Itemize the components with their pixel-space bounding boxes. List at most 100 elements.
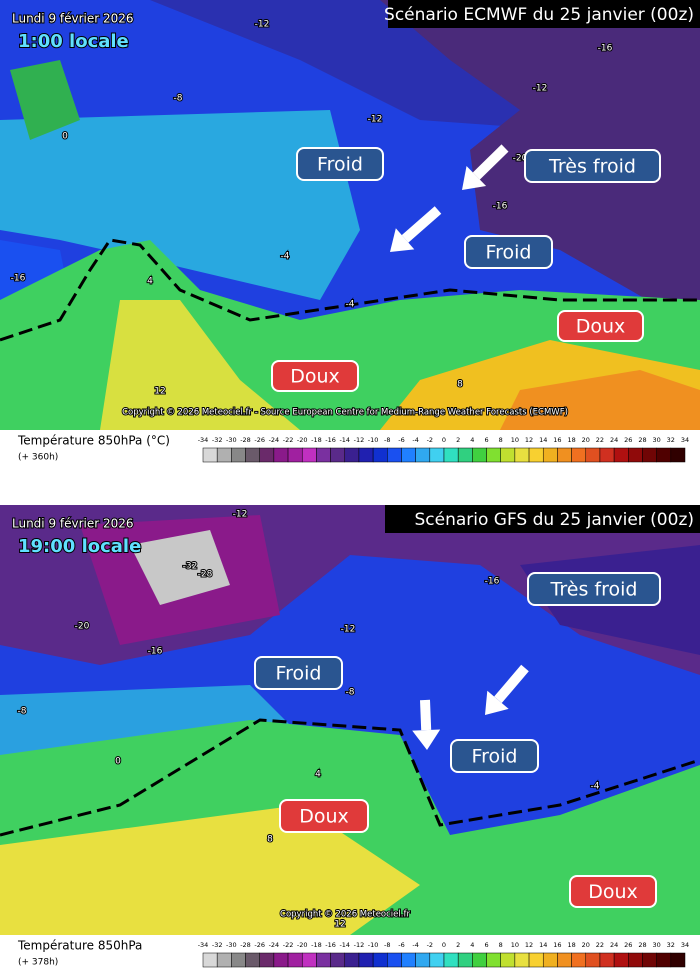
scale-tick-label: -26 <box>254 941 265 949</box>
scale-swatch <box>344 952 360 968</box>
scale-swatch <box>216 952 232 968</box>
scale-tick-label: 26 <box>624 941 632 949</box>
scale-swatch <box>401 952 416 968</box>
contour-label: 8 <box>267 835 273 845</box>
contour-label: -16 <box>485 577 500 587</box>
scale-tick-label: -2 <box>427 436 433 444</box>
scale-swatch <box>514 952 530 968</box>
scale-swatch <box>670 447 686 463</box>
scale-tick-label: 24 <box>610 941 618 949</box>
copyright: Copyright © 2026 Meteociel.fr <box>280 910 410 920</box>
scale-swatch <box>628 447 643 463</box>
scale-tick-label: -12 <box>354 436 365 444</box>
arrow-head <box>412 729 441 750</box>
contour-label: 8 <box>457 380 463 390</box>
scale-tick-label: -8 <box>384 941 390 949</box>
scale-swatch <box>344 447 360 463</box>
scale-tick-label: -14 <box>339 941 350 949</box>
scale-tick-label: 8 <box>499 436 503 444</box>
scale-swatch <box>443 447 459 463</box>
scale-swatch <box>415 952 431 968</box>
contour-label: -12 <box>341 625 356 635</box>
scale-tick-label: 18 <box>567 436 575 444</box>
callout-box <box>464 235 553 269</box>
arrow-shaft <box>494 664 529 704</box>
scale-tick-label: -2 <box>427 941 433 949</box>
scale-tick-label: -18 <box>311 941 322 949</box>
arrow-head <box>390 228 415 252</box>
scale-swatch <box>642 447 657 463</box>
scale-tick-label: 24 <box>610 436 618 444</box>
callout-label: Doux <box>290 366 340 388</box>
scale-tick-label: -16 <box>325 436 336 444</box>
scale-tick-label: -24 <box>269 436 280 444</box>
scale-swatch <box>429 952 445 968</box>
scale-swatch <box>613 447 629 463</box>
callout-box <box>569 875 657 908</box>
scale-tick-label: -32 <box>212 436 223 444</box>
contour-label: 12 <box>154 387 165 397</box>
scale-tick-label: 6 <box>484 941 488 949</box>
scale-swatch <box>571 447 587 463</box>
scale-swatch <box>514 447 530 463</box>
scale-tick-label: -8 <box>384 436 390 444</box>
scale-tick-label: -4 <box>412 436 418 444</box>
scale-swatch <box>202 952 218 968</box>
scale-swatch <box>472 952 487 968</box>
contour-label: -12 <box>533 84 548 94</box>
scenario-box <box>385 505 700 533</box>
scale-tick-label: 22 <box>596 436 604 444</box>
arrow-head <box>462 166 487 190</box>
scale-swatch <box>557 952 572 968</box>
scale-swatch <box>472 447 487 463</box>
zero-isotherm <box>0 238 700 342</box>
scale-swatch <box>656 447 672 463</box>
scale-tick-label: 10 <box>511 436 519 444</box>
scale-swatch <box>542 952 558 968</box>
scale-swatch <box>542 447 558 463</box>
scale-swatch <box>231 952 246 968</box>
contour-label: -20 <box>75 622 90 632</box>
contour-label: -8 <box>18 707 27 717</box>
scale-tick-label: 2 <box>456 436 460 444</box>
scale-tick-label: 8 <box>499 941 503 949</box>
scale-tick-label: -6 <box>398 436 404 444</box>
arrow-shaft <box>401 206 442 243</box>
contour-label: 0 <box>115 757 121 767</box>
scale-swatch <box>599 952 615 968</box>
scale-swatch <box>358 447 374 463</box>
scale-swatch <box>231 447 246 463</box>
scale-swatch <box>429 447 445 463</box>
scale-swatch <box>486 952 501 968</box>
scale-swatch <box>656 952 672 968</box>
temperature-field <box>100 300 300 430</box>
arrow-head <box>485 690 509 715</box>
scale-swatch <box>457 952 473 968</box>
callout-box <box>254 656 343 690</box>
scale-tick-label: -10 <box>368 436 379 444</box>
scale-tick-label: -28 <box>240 941 251 949</box>
callout-label: Très froid <box>548 156 636 178</box>
callout-box <box>524 149 661 183</box>
scale-tick-label: -24 <box>269 941 280 949</box>
contour-label: -16 <box>148 647 163 657</box>
scale-swatch <box>316 447 331 463</box>
contour-label: -4 <box>281 252 290 262</box>
scale-swatch <box>330 447 346 463</box>
temperature-field <box>500 370 700 430</box>
scale-tick-label: 16 <box>553 436 561 444</box>
contour-label: -8 <box>174 94 183 104</box>
scenario-title: Scénario GFS du 25 janvier (00z) <box>414 510 694 530</box>
scale-tick-label: 14 <box>539 436 547 444</box>
scale-tick-label: -34 <box>198 436 209 444</box>
scale-swatch <box>316 952 331 968</box>
scale-swatch <box>642 952 657 968</box>
scale-tick-label: -34 <box>198 941 209 949</box>
scale-tick-label: -12 <box>354 941 365 949</box>
forecast-date: Lundi 9 février 2026 <box>12 12 134 26</box>
scale-swatch <box>245 952 260 968</box>
scale-tick-label: 4 <box>470 941 474 949</box>
scale-tick-label: 6 <box>484 436 488 444</box>
scale-swatch <box>273 952 289 968</box>
